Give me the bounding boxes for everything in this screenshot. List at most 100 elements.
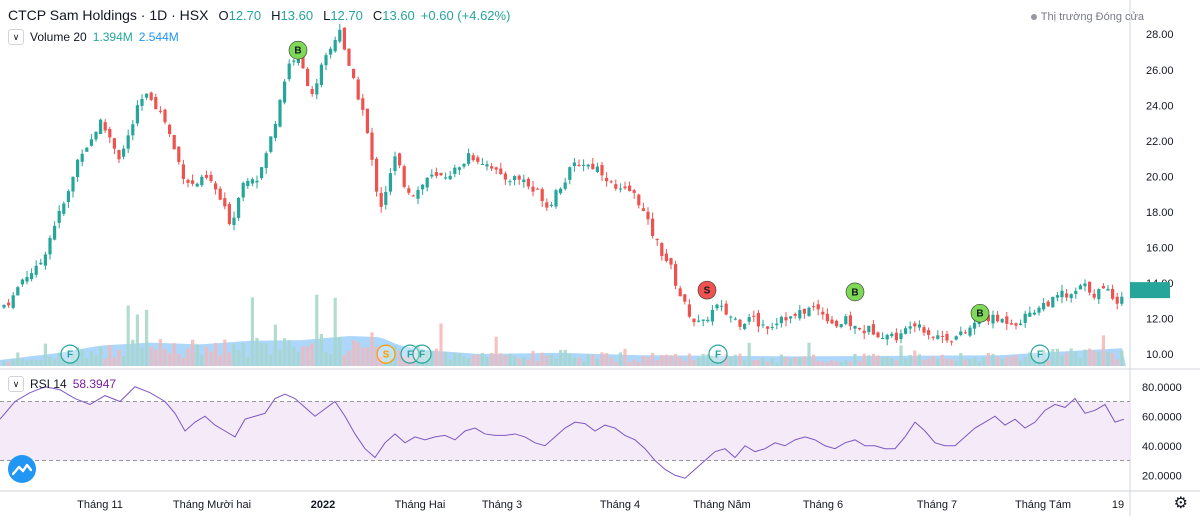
rsi-value: 58.3947 — [72, 377, 117, 391]
candle-body — [812, 306, 816, 308]
candle-body — [324, 55, 328, 66]
candle-body — [959, 331, 963, 335]
volume-bar — [94, 355, 98, 366]
volume-bar — [913, 350, 917, 366]
gear-icon[interactable]: ⚙ — [1173, 495, 1188, 512]
candle-body — [922, 327, 926, 333]
volume-bar — [991, 353, 995, 366]
candle-body — [149, 92, 153, 100]
volume-bar — [250, 297, 254, 366]
rsi-line — [0, 386, 1125, 479]
volume-bar — [278, 349, 282, 366]
candle-body — [319, 64, 323, 85]
volume-bar — [830, 360, 834, 366]
volume-bar — [545, 355, 549, 366]
volume-bar — [867, 355, 871, 366]
candle-body — [476, 157, 480, 162]
candle-body — [536, 188, 540, 190]
high-label: H — [271, 7, 281, 23]
symbol-title[interactable]: CTCP Sam Holdings · 1D · HSX — [8, 7, 209, 23]
volume-bar — [310, 343, 314, 366]
volume-bar — [241, 342, 245, 366]
chevron-down-icon[interactable]: ∨ — [8, 29, 24, 45]
volume-bar — [554, 358, 558, 366]
candle-body — [522, 179, 526, 183]
volume-bar — [715, 355, 719, 366]
candle-body — [494, 167, 498, 170]
candle-body — [1023, 313, 1027, 323]
volume-bar — [549, 355, 553, 366]
volume-bar — [954, 361, 958, 366]
volume-bar — [586, 354, 590, 366]
volume-bar — [770, 358, 774, 366]
rsi-label[interactable]: RSI 14 — [30, 377, 67, 391]
candle-body — [283, 81, 287, 103]
candle-body — [117, 149, 121, 160]
volume-bar — [260, 343, 264, 366]
candle-body — [549, 204, 553, 206]
candle-body — [678, 288, 682, 297]
candle-body — [802, 308, 806, 314]
candle-body — [715, 304, 719, 309]
candle-body — [687, 304, 691, 317]
candle-body — [940, 335, 944, 337]
candle-body — [218, 188, 222, 200]
candle-body — [582, 164, 586, 166]
volume-bar — [908, 354, 912, 366]
candle-body — [94, 131, 98, 140]
volume-bar — [572, 357, 576, 366]
volume-bar — [660, 355, 664, 366]
time-tick-label: Tháng 7 — [917, 499, 957, 511]
candle-body — [862, 330, 866, 334]
candle-body — [66, 191, 70, 203]
candle-body — [20, 279, 24, 285]
volume-bar — [292, 347, 296, 366]
volume-bar — [214, 342, 218, 366]
tradingview-logo-icon[interactable] — [8, 455, 36, 483]
candle-body — [779, 316, 783, 324]
signal-marker — [970, 303, 990, 323]
volume-bar — [43, 343, 47, 366]
candle-body — [853, 325, 857, 329]
open-value: 12.70 — [228, 7, 262, 23]
volume-bar — [195, 344, 199, 366]
candle-body — [145, 93, 149, 98]
candle-body — [1009, 323, 1013, 325]
volume-label[interactable]: Volume 20 — [30, 30, 87, 44]
volume-bar — [296, 351, 300, 366]
signal-marker — [708, 344, 728, 364]
volume-bar — [1023, 357, 1027, 366]
candle-body — [706, 319, 710, 322]
volume-bar — [825, 362, 829, 366]
chevron-down-icon[interactable]: ∨ — [8, 376, 24, 392]
volume-bar — [48, 356, 52, 366]
candle-body — [186, 179, 190, 183]
candle-body — [1092, 293, 1096, 298]
volume-bar — [471, 354, 475, 366]
volume-bar — [1009, 356, 1013, 366]
candle-body — [917, 324, 921, 328]
signal-label: B — [294, 46, 301, 57]
volume-bar — [853, 353, 857, 366]
volume-bar — [444, 352, 448, 366]
candle-body — [559, 188, 563, 194]
volume-bar — [71, 354, 75, 366]
candle-body — [421, 184, 425, 190]
volume-bar — [986, 352, 990, 366]
candle-body — [614, 184, 618, 189]
candle-body — [890, 333, 894, 337]
volume-bar — [172, 343, 176, 366]
volume-bar — [848, 361, 852, 366]
volume-bar — [407, 357, 411, 366]
low-value: 12.70 — [330, 7, 363, 23]
candle-body — [655, 238, 659, 241]
rsi-tick-label: 60.0000 — [1142, 411, 1182, 423]
volume-bar — [186, 348, 190, 366]
price-tick-label: 16.00 — [1146, 242, 1174, 254]
candle-body — [1083, 283, 1087, 287]
volume-bar — [1083, 349, 1087, 366]
candle-body — [416, 190, 420, 199]
volume-bar — [904, 358, 908, 366]
candle-body — [669, 258, 673, 265]
